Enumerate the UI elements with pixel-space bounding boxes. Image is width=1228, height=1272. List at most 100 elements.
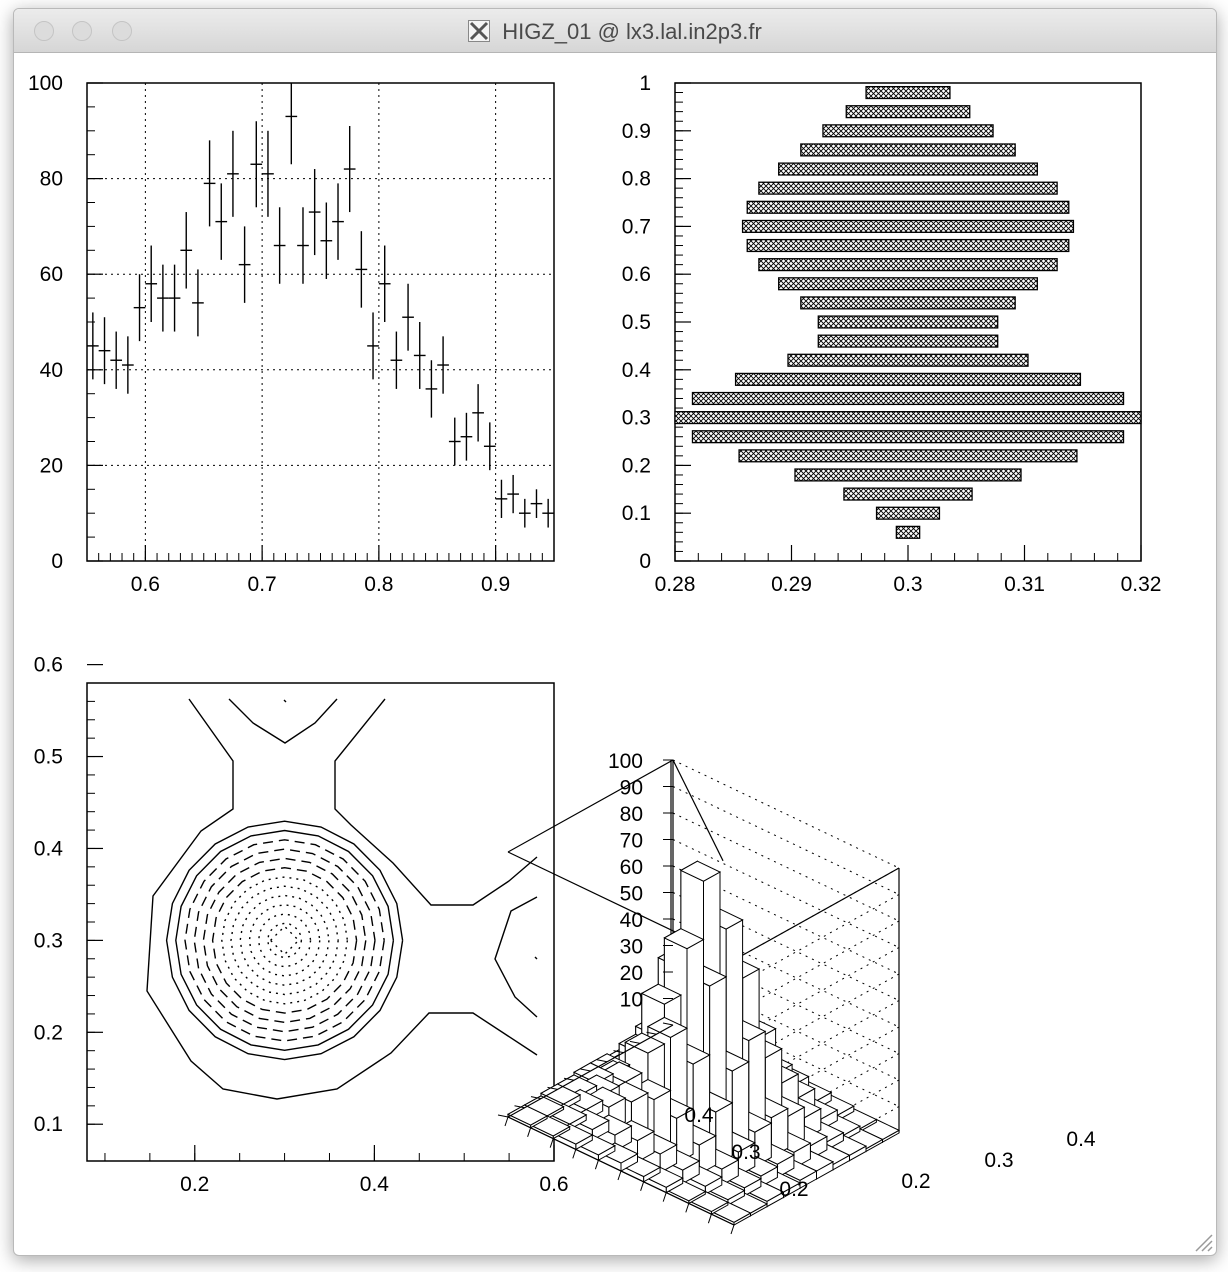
y-tick	[629, 1040, 641, 1044]
y-tick	[662, 1022, 674, 1026]
boxes	[674, 85, 1142, 539]
box	[822, 124, 994, 138]
x-tick-label: 0.6	[539, 1173, 568, 1196]
x-tick-label: 0.3	[984, 1149, 1013, 1172]
contour-outer	[534, 956, 538, 960]
data-point	[215, 183, 228, 260]
y-tick-label: 0.1	[622, 502, 651, 525]
contour-dotted	[267, 922, 303, 959]
x-tick-label: 0.28	[655, 573, 696, 596]
data-point	[448, 417, 461, 466]
y-tick-label: 0.8	[622, 168, 651, 191]
y-tick	[613, 1050, 624, 1054]
data-point	[332, 183, 344, 260]
box	[845, 105, 971, 119]
plot-frame	[86, 82, 555, 562]
data-point	[530, 489, 543, 518]
contour-dotted	[221, 876, 349, 1005]
contour-dashed	[211, 866, 358, 1014]
x-tick	[527, 1127, 532, 1137]
x-tick-label: 0.4	[1066, 1128, 1096, 1151]
y-tick-label: 0.2	[779, 1178, 808, 1201]
y-tick	[497, 1114, 509, 1118]
z-tick-label: 60	[620, 856, 643, 879]
x-tick	[549, 1138, 554, 1148]
box	[875, 506, 941, 520]
x-tick-label: 0.29	[771, 573, 812, 596]
frame-edge	[507, 759, 674, 853]
y-tick-label: 60	[40, 263, 63, 286]
box	[746, 238, 1070, 253]
x-tick-label: 0.32	[1121, 573, 1162, 596]
x-tick-label: 0.31	[1004, 573, 1045, 596]
x-tick-label: 0.8	[364, 573, 393, 596]
x-tick	[685, 1203, 690, 1213]
bar-top	[679, 860, 722, 882]
close-button[interactable]	[34, 21, 54, 41]
zoom-button[interactable]	[112, 21, 132, 41]
data-point	[425, 360, 438, 418]
y-tick-labels: 0 0.1 0.2 0.3 0.4 0.5 0.6 0.7 0.8 0.9 1	[622, 72, 652, 573]
data-point	[390, 331, 403, 389]
data-point	[238, 226, 251, 303]
minimize-button[interactable]	[72, 21, 92, 41]
wall-grid-line	[672, 759, 900, 869]
data-point	[343, 126, 356, 213]
x-tick-label: 0.2	[901, 1170, 930, 1193]
axis-ticks	[86, 82, 555, 562]
x-tick-label: 0.7	[248, 573, 277, 596]
contour-solid	[165, 820, 404, 1061]
bar-top	[663, 928, 705, 950]
contour-peak	[269, 925, 300, 956]
z-tick-label: 100	[608, 750, 643, 773]
data-point	[472, 384, 484, 442]
y-tick-label: 1	[639, 72, 651, 95]
resize-grip-icon[interactable]	[1188, 1227, 1214, 1253]
bar-top	[640, 983, 682, 1005]
box	[800, 296, 1016, 310]
x-tick	[730, 1224, 735, 1235]
box	[865, 85, 951, 100]
box	[691, 430, 1125, 444]
data-point	[157, 264, 169, 332]
x-tick	[640, 1181, 645, 1191]
data-point	[227, 130, 239, 217]
window-title-group: HIGZ_01 @ lx3.lal.in2p3.fr	[14, 19, 1216, 45]
lego-bars	[497, 860, 901, 1235]
box	[794, 468, 1022, 482]
y-tick-labels: 0.2 0.3 0.4	[684, 1104, 808, 1201]
box	[895, 525, 921, 539]
data-point	[367, 312, 379, 380]
x-tick-label: 0.9	[481, 573, 510, 596]
frame-edge	[672, 759, 724, 862]
x-tick-label: 0.3	[893, 573, 922, 596]
y-tick-label: 0.3	[34, 929, 63, 952]
contour-lines	[146, 698, 538, 1100]
y-tick-label: 0.5	[34, 746, 63, 769]
grid-lines	[87, 82, 554, 561]
box	[691, 391, 1125, 406]
z-tick-label: 80	[620, 803, 643, 826]
data-point	[168, 264, 181, 332]
y-tick	[580, 1068, 591, 1072]
title-bar[interactable]: HIGZ_01 @ lx3.lal.in2p3.fr	[14, 9, 1216, 53]
x-tick-label: 0.6	[131, 573, 160, 596]
z-tick-label: 10	[620, 989, 643, 1012]
y-tick-label: 0.6	[34, 654, 63, 677]
y-tick-label: 0.5	[622, 311, 651, 334]
data-point	[355, 231, 368, 308]
bar-top	[646, 1016, 689, 1038]
y-tick	[563, 1077, 575, 1081]
axis-ticks	[87, 664, 555, 1161]
y-tick-labels: 0.1 0.2 0.3 0.4 0.5 0.6	[34, 654, 64, 1137]
data-point	[518, 498, 531, 528]
z-tick-label: 50	[620, 883, 643, 906]
data-point	[402, 283, 414, 351]
box	[778, 277, 1038, 291]
frame-edge	[733, 867, 900, 961]
x-tick-labels: 0.28 0.29 0.3 0.31 0.32	[655, 573, 1162, 596]
data-point	[297, 207, 309, 284]
y-tick-label: 0.7	[622, 215, 651, 238]
